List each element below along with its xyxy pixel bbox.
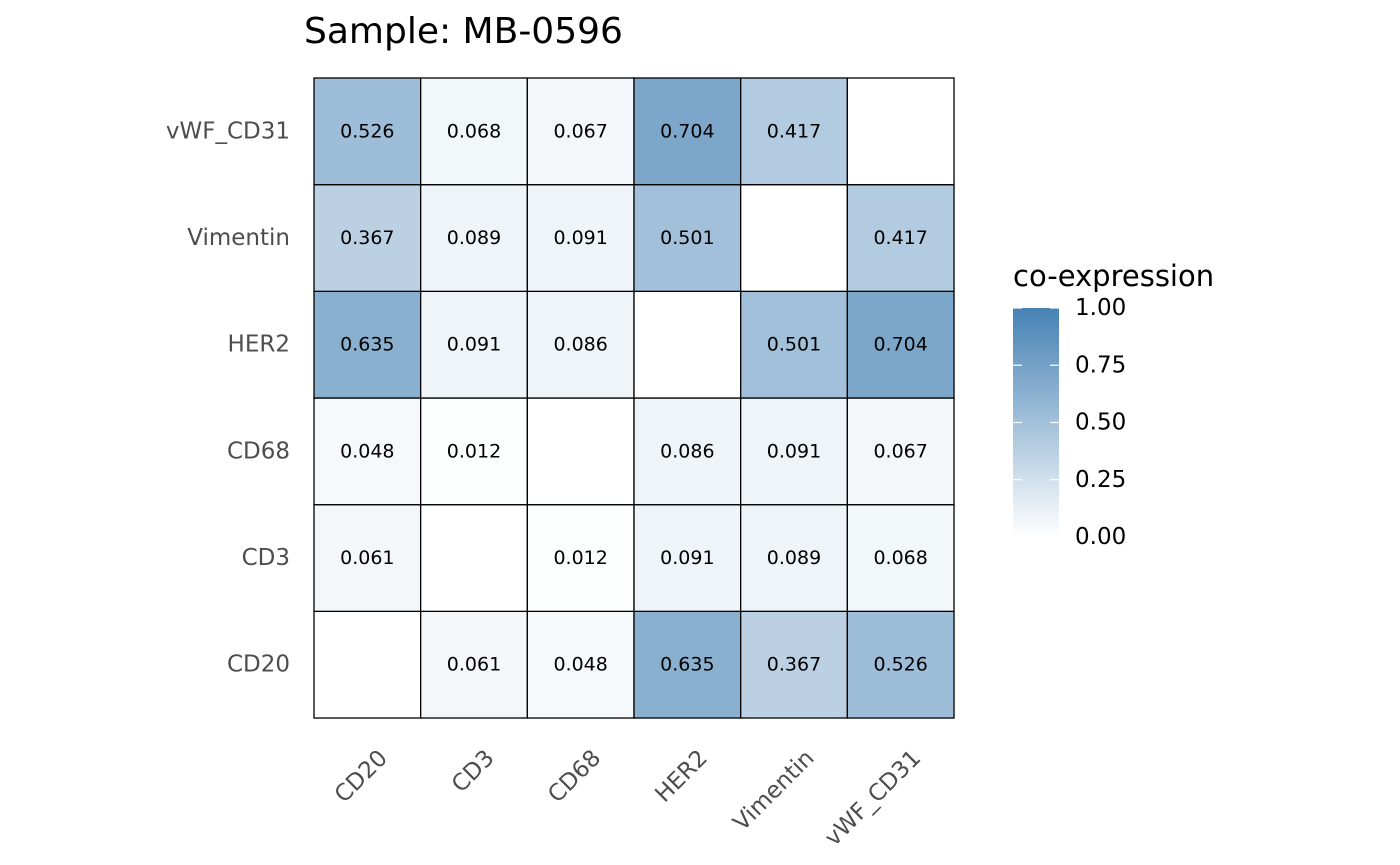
- cell-value-label: 0.091: [553, 227, 607, 249]
- heatmap-cell: [313, 290, 422, 399]
- y-tick-label: vWF_CD31: [166, 118, 290, 144]
- cell-value-label: 0.091: [767, 440, 821, 462]
- legend-title: co-expression: [1013, 259, 1214, 293]
- legend-tick-label: 0.50: [1075, 410, 1126, 436]
- y-tick-label: Vimentin: [187, 225, 290, 251]
- cell-value-label: 0.048: [553, 654, 607, 676]
- heatmap-cell: [420, 610, 528, 719]
- heatmap-cell: [846, 290, 955, 399]
- heatmap-cell: [526, 504, 635, 612]
- cell-value-label: 0.086: [660, 440, 714, 462]
- heatmap-cell: [526, 290, 635, 399]
- heatmap-cell: [633, 77, 742, 186]
- legend-tick-label: 0.00: [1075, 524, 1126, 550]
- heatmap-cell: [526, 397, 635, 506]
- cell-value-label: 0.367: [340, 227, 394, 249]
- heatmap-cells: 0.061 0.048 0.635 0.367 0.526 0.061 0.012 0.091…: [313, 77, 955, 719]
- color-legend: co-expression 0.00 0.25 0.50 0.75 1.00: [1013, 259, 1214, 550]
- cell-value-label: 0.635: [660, 654, 714, 676]
- y-axis-tick-labels: CD20 CD3 CD68 HER2 Vimentin vWF_CD31: [166, 118, 290, 677]
- y-tick-label: CD68: [227, 438, 290, 464]
- x-tick-label: Vimentin: [729, 745, 820, 836]
- cell-value-label: 0.091: [447, 334, 501, 356]
- heatmap-cell: [313, 184, 422, 292]
- cell-value-label: 0.067: [873, 440, 927, 462]
- heatmap-cell: [526, 610, 635, 719]
- x-tick-label: CD68: [543, 745, 606, 808]
- cell-value-label: 0.526: [873, 654, 927, 676]
- cell-value-label: 0.068: [873, 547, 927, 569]
- y-tick-label: HER2: [228, 332, 290, 358]
- heatmap-cell: [633, 504, 742, 612]
- cell-value-label: 0.367: [767, 654, 821, 676]
- heatmap-cell: [420, 397, 528, 506]
- cell-value-label: 0.067: [553, 120, 607, 142]
- cell-value-label: 0.091: [660, 547, 714, 569]
- heatmap-cell: [526, 77, 635, 186]
- x-tick-label: CD20: [330, 745, 393, 808]
- cell-value-label: 0.417: [873, 227, 927, 249]
- cell-value-label: 0.089: [767, 547, 821, 569]
- cell-value-label: 0.635: [340, 334, 394, 356]
- cell-value-label: 0.012: [553, 547, 607, 569]
- cell-value-label: 0.012: [447, 440, 501, 462]
- cell-value-label: 0.501: [660, 227, 714, 249]
- cell-value-label: 0.501: [767, 334, 821, 356]
- x-tick-label: vWF_CD31: [820, 745, 926, 851]
- cell-value-label: 0.068: [447, 120, 501, 142]
- cell-value-label: 0.086: [553, 334, 607, 356]
- chart-title: Sample: MB-0596: [304, 11, 623, 52]
- cell-value-label: 0.417: [767, 120, 821, 142]
- y-tick-label: CD20: [227, 652, 290, 678]
- cell-value-label: 0.061: [340, 547, 394, 569]
- heatmap-cell: [740, 184, 848, 292]
- heatmap-cell: [420, 77, 528, 186]
- heatmap-cell: [526, 184, 635, 292]
- cell-value-label: 0.089: [447, 227, 501, 249]
- x-tick-label: HER2: [650, 745, 713, 808]
- x-tick-label: CD3: [447, 745, 500, 798]
- heatmap-cell: [633, 397, 742, 506]
- heatmap-cell: [846, 397, 955, 506]
- cell-value-label: 0.526: [340, 120, 394, 142]
- cell-value-label: 0.048: [340, 440, 394, 462]
- heatmap-cell: [420, 504, 528, 612]
- heatmap-cell: [846, 504, 955, 612]
- y-tick-label: CD3: [242, 545, 290, 571]
- heatmap-cell: [313, 610, 422, 719]
- legend-ticks: 0.00 0.25 0.50 0.75 1.00: [1013, 295, 1126, 550]
- heatmap-cell: [740, 610, 848, 719]
- heatmap-cell: [740, 504, 848, 612]
- x-axis-tick-labels: CD20 CD3 CD68 HER2 Vimentin vWF_CD31: [330, 745, 926, 851]
- legend-tick-label: 0.75: [1075, 352, 1126, 378]
- legend-tick-label: 0.25: [1075, 467, 1126, 493]
- cell-value-label: 0.061: [447, 654, 501, 676]
- heatmap-cell: [740, 290, 848, 399]
- heatmap-cell: [313, 504, 422, 612]
- heatmap-cell: [846, 77, 955, 186]
- heatmap-cell: [846, 610, 955, 719]
- cell-value-label: 0.704: [660, 120, 714, 142]
- legend-tick-label: 1.00: [1075, 295, 1126, 321]
- heatmap-cell: [633, 290, 742, 399]
- cell-value-label: 0.704: [873, 334, 927, 356]
- heatmap-cell: [846, 184, 955, 292]
- heatmap-cell: [420, 290, 528, 399]
